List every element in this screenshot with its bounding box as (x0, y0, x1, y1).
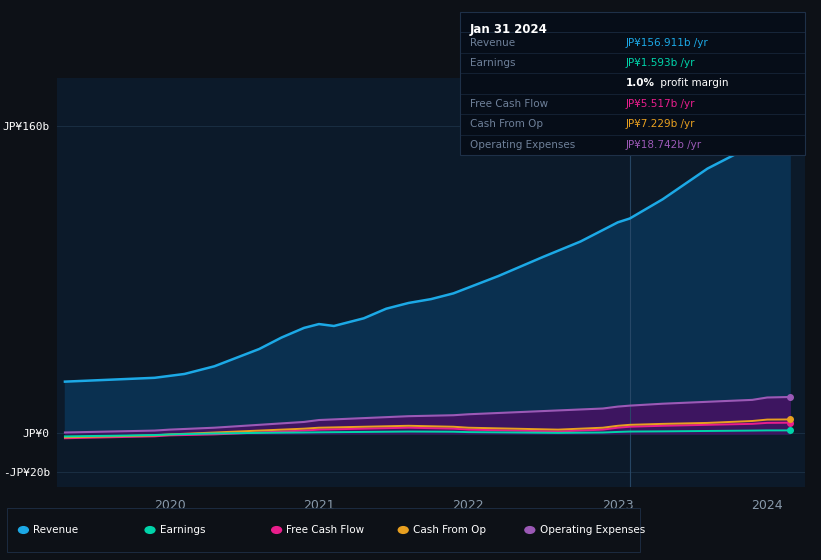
Text: Free Cash Flow: Free Cash Flow (287, 525, 365, 535)
Text: Jan 31 2024: Jan 31 2024 (470, 23, 548, 36)
Text: Cash From Op: Cash From Op (413, 525, 486, 535)
Text: Cash From Op: Cash From Op (470, 119, 543, 129)
Text: profit margin: profit margin (657, 78, 728, 88)
Text: Revenue: Revenue (470, 38, 515, 48)
Text: Earnings: Earnings (160, 525, 205, 535)
Text: Operating Expenses: Operating Expenses (539, 525, 645, 535)
Text: Free Cash Flow: Free Cash Flow (470, 99, 548, 109)
Text: Operating Expenses: Operating Expenses (470, 140, 576, 150)
Text: Earnings: Earnings (470, 58, 516, 68)
Text: Revenue: Revenue (34, 525, 78, 535)
Text: JP¥156.911b /yr: JP¥156.911b /yr (626, 38, 709, 48)
Text: JP¥1.593b /yr: JP¥1.593b /yr (626, 58, 695, 68)
Text: JP¥7.229b /yr: JP¥7.229b /yr (626, 119, 695, 129)
Text: JP¥5.517b /yr: JP¥5.517b /yr (626, 99, 695, 109)
Text: JP¥18.742b /yr: JP¥18.742b /yr (626, 140, 702, 150)
Text: 1.0%: 1.0% (626, 78, 654, 88)
